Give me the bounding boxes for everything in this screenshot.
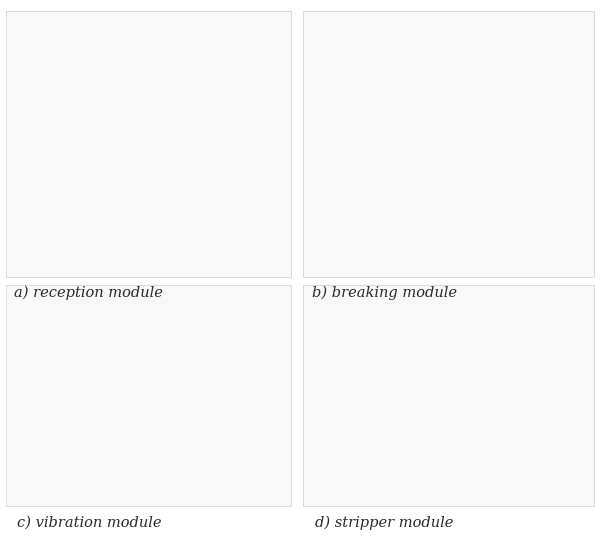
Bar bbox=[6, 11, 291, 277]
Text: d) stripper module: d) stripper module bbox=[315, 516, 453, 530]
Bar bbox=[6, 285, 291, 506]
Bar bbox=[303, 11, 594, 277]
Bar bbox=[303, 285, 594, 506]
Text: b) breaking module: b) breaking module bbox=[311, 286, 457, 300]
Text: c) vibration module: c) vibration module bbox=[17, 516, 161, 530]
Text: a) reception module: a) reception module bbox=[14, 286, 163, 300]
